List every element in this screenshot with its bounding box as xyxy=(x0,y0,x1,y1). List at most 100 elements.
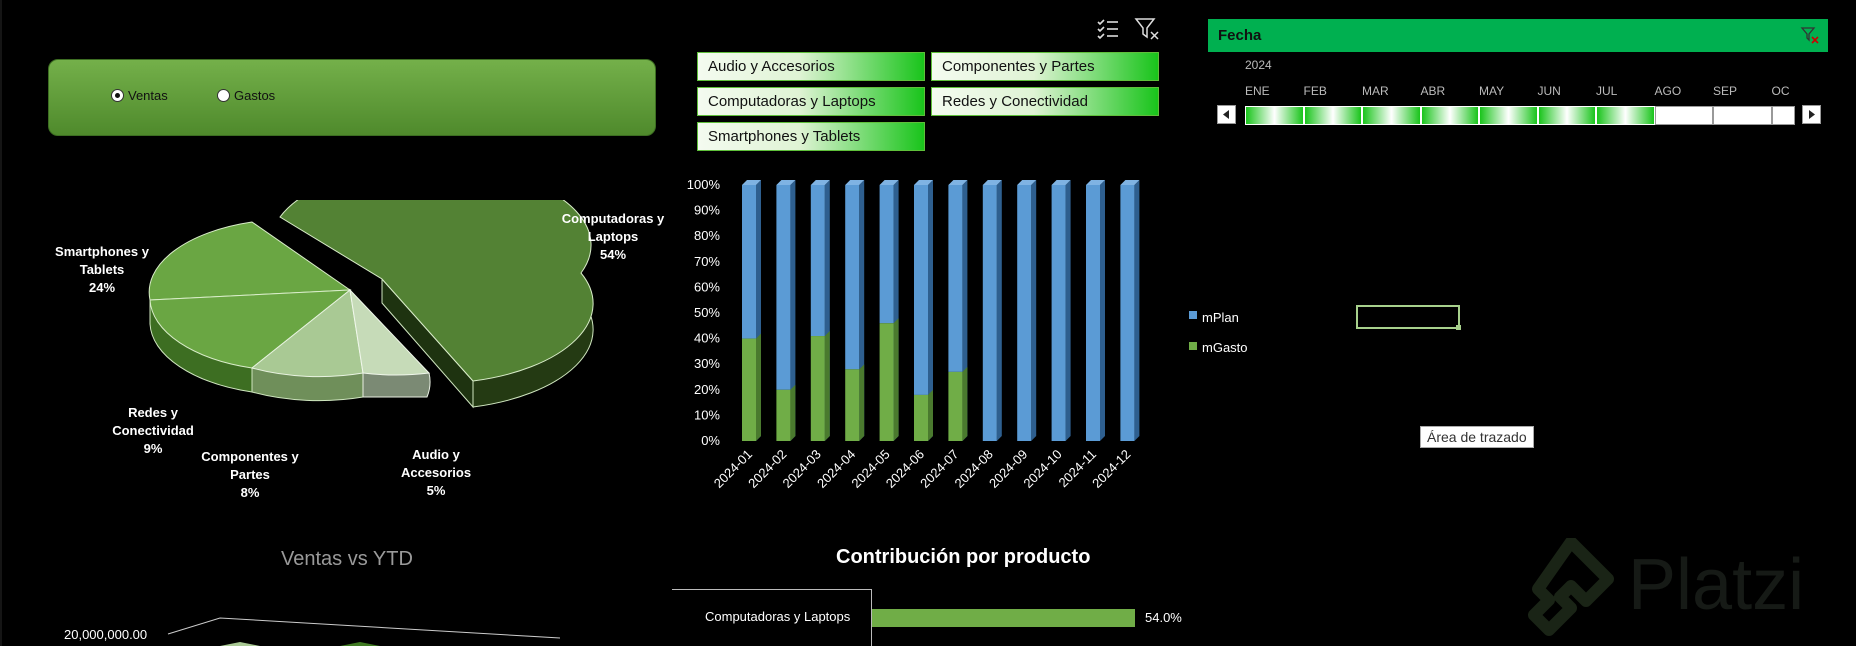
timeline-scroll-left[interactable] xyxy=(1217,105,1236,124)
bar-gasto[interactable] xyxy=(776,389,791,441)
radio-gastos-label: Gastos xyxy=(234,88,276,103)
bar-plan[interactable] xyxy=(810,185,825,337)
legend-gasto-swatch xyxy=(1189,342,1197,350)
contrib-top-rule xyxy=(672,589,872,590)
selected-cell[interactable] xyxy=(1356,305,1460,329)
radio-ventas[interactable]: Ventas xyxy=(111,88,168,103)
sheet-edge xyxy=(0,0,2,646)
bar-plan[interactable] xyxy=(948,185,963,372)
timeline-month-label: AGO xyxy=(1654,84,1682,98)
bar-top xyxy=(1017,180,1037,185)
bar-plan[interactable] xyxy=(1086,185,1100,441)
timeline-month-cell[interactable] xyxy=(1303,106,1362,125)
bar-plan[interactable] xyxy=(742,185,756,339)
timeline-clear-filter-icon[interactable] xyxy=(1800,25,1820,45)
bar-plan[interactable] xyxy=(776,185,791,390)
pie-slice-redes[interactable] xyxy=(149,289,352,369)
y-tick-label: 10% xyxy=(694,407,720,422)
bar-plan[interactable] xyxy=(982,185,997,441)
bar-plan[interactable] xyxy=(1017,185,1032,441)
timeline-title: Fecha xyxy=(1218,27,1262,44)
y-tick-label: 50% xyxy=(694,305,720,320)
bar-gasto[interactable] xyxy=(879,323,894,441)
measure-selector-panel: Ventas Gastos xyxy=(48,59,656,136)
timeline-month-label: SEP xyxy=(1713,84,1738,98)
pie-slice-componentes[interactable] xyxy=(250,289,364,378)
timeline-month-cell[interactable] xyxy=(1245,106,1304,125)
bar-plan[interactable] xyxy=(879,185,894,324)
bar-gasto[interactable] xyxy=(914,394,928,441)
bar-side xyxy=(1100,180,1105,441)
timeline-month-label: JUN xyxy=(1537,84,1561,98)
timeline-month-cell[interactable] xyxy=(1713,106,1772,125)
bar-gasto[interactable] xyxy=(948,371,963,441)
bar-gasto[interactable] xyxy=(742,338,756,441)
bar-plan[interactable] xyxy=(1120,185,1135,441)
pie-slice-audio[interactable] xyxy=(349,288,431,376)
platzi-logo-icon xyxy=(1528,538,1614,636)
bar-plan[interactable] xyxy=(914,185,928,395)
timeline-month-cell[interactable] xyxy=(1362,106,1421,125)
contrib-axis xyxy=(871,589,872,646)
pie-chart[interactable] xyxy=(140,200,600,450)
timeline-month-label: OC xyxy=(1771,84,1790,98)
bar-side-gasto xyxy=(790,384,796,441)
pie-label-audio: Audio y Accesorios 5% xyxy=(400,447,472,498)
bar-top xyxy=(1120,180,1140,185)
contrib-bar[interactable] xyxy=(872,609,1135,627)
bar-side xyxy=(790,180,796,441)
timeline-month-cell[interactable] xyxy=(1537,106,1596,125)
arrow-right-icon xyxy=(1809,110,1815,119)
pie-label-smartphones: Smartphones y Tablets 24% xyxy=(55,244,149,295)
timeline-month-cell[interactable] xyxy=(1420,106,1479,125)
ventas-ytd-axis-label: 20,000,000.00 xyxy=(64,627,148,642)
bar-plan[interactable] xyxy=(845,185,860,370)
pie-slice-computadoras[interactable] xyxy=(279,200,594,382)
timeline-year: 2024 xyxy=(1245,58,1272,72)
slicer-item-audio[interactable]: Audio y Accesorios xyxy=(697,52,925,81)
timeline-scroll-right[interactable] xyxy=(1802,105,1821,124)
pie-label-redes: Redes y Conectividad 9% xyxy=(112,405,194,456)
bar-top xyxy=(879,180,899,185)
ventas-ytd-chart[interactable] xyxy=(160,612,580,646)
radio-gastos[interactable]: Gastos xyxy=(217,88,275,103)
bar-plan[interactable] xyxy=(1051,185,1066,441)
bar-gasto[interactable] xyxy=(845,369,860,441)
bar-top xyxy=(810,180,830,185)
bar-top xyxy=(845,180,865,185)
timeline-month-cell[interactable] xyxy=(1771,106,1795,125)
bar-top xyxy=(1051,180,1071,185)
timeline-month-cell[interactable] xyxy=(1596,106,1655,125)
contrib-value: 54.0% xyxy=(1145,610,1182,625)
bar-gasto[interactable] xyxy=(810,336,825,441)
bar-top xyxy=(948,180,968,185)
legend-plan-swatch xyxy=(1189,311,1197,319)
clear-filter-icon[interactable] xyxy=(1134,17,1160,41)
bar-side-gasto xyxy=(859,364,865,441)
slicer-item-smartphones[interactable]: Smartphones y Tablets xyxy=(697,122,925,151)
timeline-divider xyxy=(1210,50,1826,52)
timeline-month-cell[interactable] xyxy=(1654,106,1713,125)
radio-gastos-dot[interactable] xyxy=(217,89,230,102)
timeline-month-label: ENE xyxy=(1245,84,1270,98)
y-tick-label: 20% xyxy=(694,382,720,397)
slicer-item-componentes[interactable]: Componentes y Partes xyxy=(931,52,1159,81)
stacked-column-chart[interactable]: 0%10%20%30%40%50%60%70%80%90%100%2024-01… xyxy=(680,170,1160,510)
fill-handle[interactable] xyxy=(1456,325,1461,330)
bar-top xyxy=(982,180,1002,185)
slicer-item-redes[interactable]: Redes y Conectividad xyxy=(931,87,1159,116)
timeline-month-label: MAR xyxy=(1362,84,1389,98)
timeline-month-cell[interactable] xyxy=(1479,106,1538,125)
pie-slice-smartphones[interactable] xyxy=(148,221,352,301)
arrow-left-icon xyxy=(1223,110,1229,119)
bar-side xyxy=(928,180,933,441)
x-tick-label: 2024-10 xyxy=(1020,447,1064,491)
multi-select-icon[interactable] xyxy=(1096,18,1120,40)
bar-top xyxy=(1086,180,1105,185)
timeline-header: Fecha xyxy=(1208,19,1828,52)
pie-label-computadoras: Computadoras y Laptops 54% xyxy=(561,211,665,262)
bar-side xyxy=(1065,180,1071,441)
slicer-item-computadoras[interactable]: Computadoras y Laptops xyxy=(697,87,925,116)
radio-ventas-dot[interactable] xyxy=(111,89,124,102)
bar-side-gasto xyxy=(756,333,761,441)
